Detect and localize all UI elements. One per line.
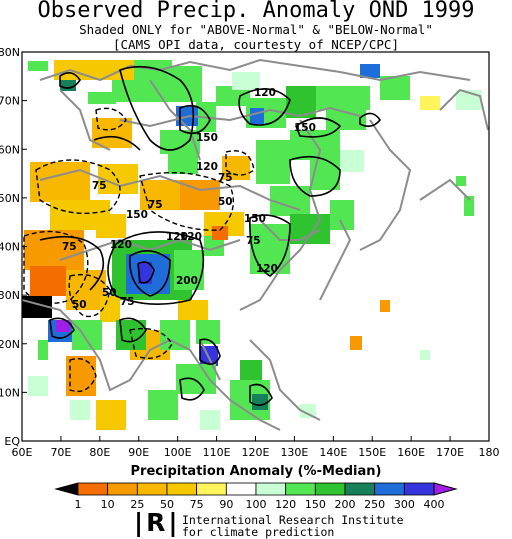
legend-tick-label: 90 — [219, 498, 233, 511]
lon-label: 60E — [12, 446, 33, 459]
legend-tick-label: 10 — [101, 498, 115, 511]
coastlines — [22, 58, 489, 431]
lon-label: 90E — [128, 446, 149, 459]
contour-label: 75 — [218, 172, 233, 184]
legend-swatch — [285, 482, 316, 496]
lon-label: 100E — [164, 446, 192, 459]
longitude-labels: 60E 70E 80E 90E 100E 110E 120E 130E 140E 150E 160E… — [12, 446, 500, 459]
legend-swatch — [196, 482, 227, 496]
contour-label: 75 — [120, 296, 135, 308]
iri-org-name: International Research Institute for cli… — [182, 514, 404, 538]
anomaly-contours — [39, 65, 381, 406]
contour-label: 75 — [246, 235, 261, 247]
legend-swatch — [166, 482, 198, 496]
lon-label: 150E — [358, 446, 386, 459]
contour-label: 120 — [110, 239, 132, 251]
legend-swatch — [136, 482, 168, 496]
contour-label: 150 — [294, 122, 316, 134]
legend-swatch — [255, 482, 287, 496]
legend-tick-labels: 1 10 25 50 75 90 100 120 150 200 250 300 400 — [75, 498, 445, 511]
lat-label: EQ — [4, 435, 20, 448]
contour-label: 50 — [218, 196, 233, 208]
map-title: Observed Precip. Anomaly OND 1999 — [37, 0, 475, 23]
org-line1: International Research Institute — [182, 513, 404, 527]
lon-label: 80E — [89, 446, 110, 459]
lat-label: 30N — [0, 289, 20, 302]
lat-label: 70N — [0, 95, 20, 108]
lat-label: 20N — [0, 338, 20, 351]
legend-tick-label: 250 — [364, 498, 385, 511]
legend-title: Precipitation Anomaly (%-Median) — [130, 464, 382, 479]
axis-ticks — [21, 51, 490, 442]
contour-label: 75 — [92, 180, 107, 192]
lon-label: 160E — [397, 446, 425, 459]
legend-swatch — [314, 482, 346, 496]
color-legend — [54, 482, 458, 496]
lon-label: 70E — [50, 446, 71, 459]
lat-label: 40N — [0, 241, 20, 254]
lon-label: 180 — [479, 446, 500, 459]
contour-label: 150 — [244, 213, 266, 225]
iri-logo: |R| — [134, 508, 181, 537]
contour-label: 75 — [148, 199, 163, 211]
contour-label: 200 — [176, 275, 198, 287]
legend-swatch — [107, 482, 138, 496]
contour-label: 50 — [102, 287, 117, 299]
lon-label: 110E — [203, 446, 231, 459]
lon-label: 120E — [242, 446, 270, 459]
below-normal-contours — [23, 107, 255, 393]
map-subtitle: Shaded ONLY for "ABOVE-Normal" & "BELOW-… — [79, 22, 433, 37]
legend-tick-label: 120 — [275, 498, 296, 511]
legend-swatch — [54, 482, 79, 496]
legend-tick-label: 400 — [424, 498, 445, 511]
lat-label: 50N — [0, 192, 20, 205]
anomaly-shading — [22, 60, 482, 430]
lat-label: 80N — [0, 46, 20, 59]
lon-label: 170E — [436, 446, 464, 459]
latitude-labels: EQ 10N 20N 30N 40N 50N 60N 70N 80N — [0, 46, 20, 448]
legend-swatch — [403, 482, 435, 496]
legend-tick-label: 25 — [130, 498, 144, 511]
legend-tick-label: 50 — [160, 498, 174, 511]
lat-label: 60N — [0, 143, 20, 156]
contour-label: 120 — [166, 231, 188, 243]
data-source-note: [CAMS_OPI data, courtesty of NCEP/CPC] — [113, 37, 399, 52]
legend-swatch — [374, 482, 405, 496]
contour-label: 50 — [72, 299, 87, 311]
legend-tick-label: 150 — [305, 498, 326, 511]
legend-tick-label: 75 — [190, 498, 204, 511]
legend-swatch — [344, 482, 376, 496]
lat-label: 10N — [0, 386, 20, 399]
contour-label: 120 — [256, 263, 278, 275]
lon-label: 130E — [280, 446, 308, 459]
contour-label: 75 — [62, 241, 77, 253]
contour-label: 150 — [196, 132, 218, 144]
lon-label: 140E — [319, 446, 347, 459]
org-line2: for climate prediction — [182, 525, 335, 539]
legend-swatch — [225, 482, 257, 496]
contour-label: 120 — [180, 231, 202, 243]
legend-swatch — [433, 482, 458, 496]
legend-swatch — [77, 482, 109, 496]
contour-label: 150 — [126, 209, 148, 221]
contour-labels: 120 150 150 120 75 75 50 75 150 120 150 … — [62, 87, 316, 311]
legend-tick-label: 200 — [335, 498, 356, 511]
legend-tick-label: 100 — [246, 498, 267, 511]
legend-tick-label: 300 — [394, 498, 415, 511]
legend-tick-label: 1 — [75, 498, 82, 511]
contour-label: 120 — [196, 161, 218, 173]
contour-label: 120 — [254, 87, 276, 99]
